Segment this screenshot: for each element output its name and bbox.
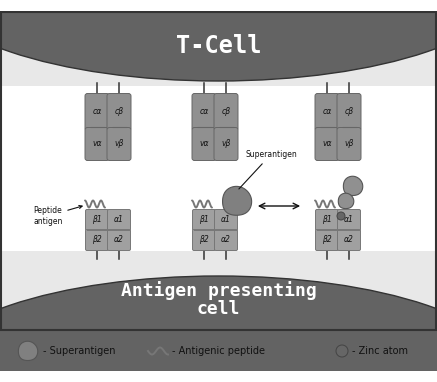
- FancyBboxPatch shape: [315, 128, 339, 160]
- Text: α2: α2: [344, 235, 354, 244]
- FancyBboxPatch shape: [0, 11, 437, 331]
- Text: vβ: vβ: [114, 139, 124, 149]
- Text: cβ: cβ: [114, 107, 124, 117]
- FancyBboxPatch shape: [337, 94, 361, 131]
- FancyBboxPatch shape: [337, 128, 361, 160]
- FancyBboxPatch shape: [107, 94, 131, 131]
- Text: cell: cell: [197, 300, 240, 318]
- Polygon shape: [338, 193, 354, 209]
- FancyBboxPatch shape: [315, 94, 339, 131]
- Text: vβ: vβ: [221, 139, 231, 149]
- Text: cβ: cβ: [344, 107, 354, 117]
- Text: β2: β2: [92, 235, 102, 244]
- Text: cα: cα: [92, 107, 102, 117]
- Text: cα: cα: [323, 107, 332, 117]
- Text: β1: β1: [92, 215, 102, 225]
- Text: - Superantigen: - Superantigen: [43, 346, 115, 356]
- Text: cα: cα: [199, 107, 208, 117]
- Text: vα: vα: [199, 139, 209, 149]
- FancyBboxPatch shape: [193, 209, 215, 230]
- Polygon shape: [222, 186, 252, 215]
- FancyBboxPatch shape: [316, 230, 339, 251]
- Text: β2: β2: [322, 235, 332, 244]
- FancyBboxPatch shape: [316, 209, 339, 230]
- Text: β2: β2: [199, 235, 209, 244]
- Text: cβ: cβ: [222, 107, 231, 117]
- Text: β1: β1: [199, 215, 209, 225]
- Text: vα: vα: [322, 139, 332, 149]
- Text: Antigen presenting: Antigen presenting: [121, 282, 316, 301]
- FancyBboxPatch shape: [85, 128, 109, 160]
- Text: β1: β1: [322, 215, 332, 225]
- FancyBboxPatch shape: [108, 209, 131, 230]
- Text: vβ: vβ: [344, 139, 354, 149]
- FancyBboxPatch shape: [108, 230, 131, 251]
- FancyBboxPatch shape: [215, 209, 237, 230]
- FancyBboxPatch shape: [214, 94, 238, 131]
- Text: α2: α2: [221, 235, 231, 244]
- Circle shape: [337, 212, 345, 220]
- FancyBboxPatch shape: [107, 128, 131, 160]
- Circle shape: [336, 345, 348, 357]
- Text: α1: α1: [221, 215, 231, 225]
- FancyBboxPatch shape: [85, 94, 109, 131]
- Text: vα: vα: [92, 139, 102, 149]
- Text: Superantigen: Superantigen: [239, 150, 297, 189]
- Ellipse shape: [0, 276, 437, 382]
- Polygon shape: [343, 176, 363, 196]
- FancyBboxPatch shape: [192, 128, 216, 160]
- Text: α1: α1: [344, 215, 354, 225]
- FancyBboxPatch shape: [214, 128, 238, 160]
- FancyBboxPatch shape: [86, 209, 108, 230]
- Text: α2: α2: [114, 235, 124, 244]
- FancyBboxPatch shape: [215, 230, 237, 251]
- Text: - Zinc atom: - Zinc atom: [352, 346, 408, 356]
- FancyBboxPatch shape: [337, 209, 361, 230]
- FancyBboxPatch shape: [0, 86, 437, 251]
- Text: Peptide
antigen: Peptide antigen: [33, 206, 82, 226]
- Text: α1: α1: [114, 215, 124, 225]
- Ellipse shape: [0, 0, 437, 81]
- FancyBboxPatch shape: [192, 94, 216, 131]
- Text: - Antigenic peptide: - Antigenic peptide: [172, 346, 265, 356]
- Polygon shape: [18, 341, 38, 361]
- Text: T-Cell: T-Cell: [176, 34, 261, 58]
- FancyBboxPatch shape: [86, 230, 108, 251]
- FancyBboxPatch shape: [337, 230, 361, 251]
- FancyBboxPatch shape: [193, 230, 215, 251]
